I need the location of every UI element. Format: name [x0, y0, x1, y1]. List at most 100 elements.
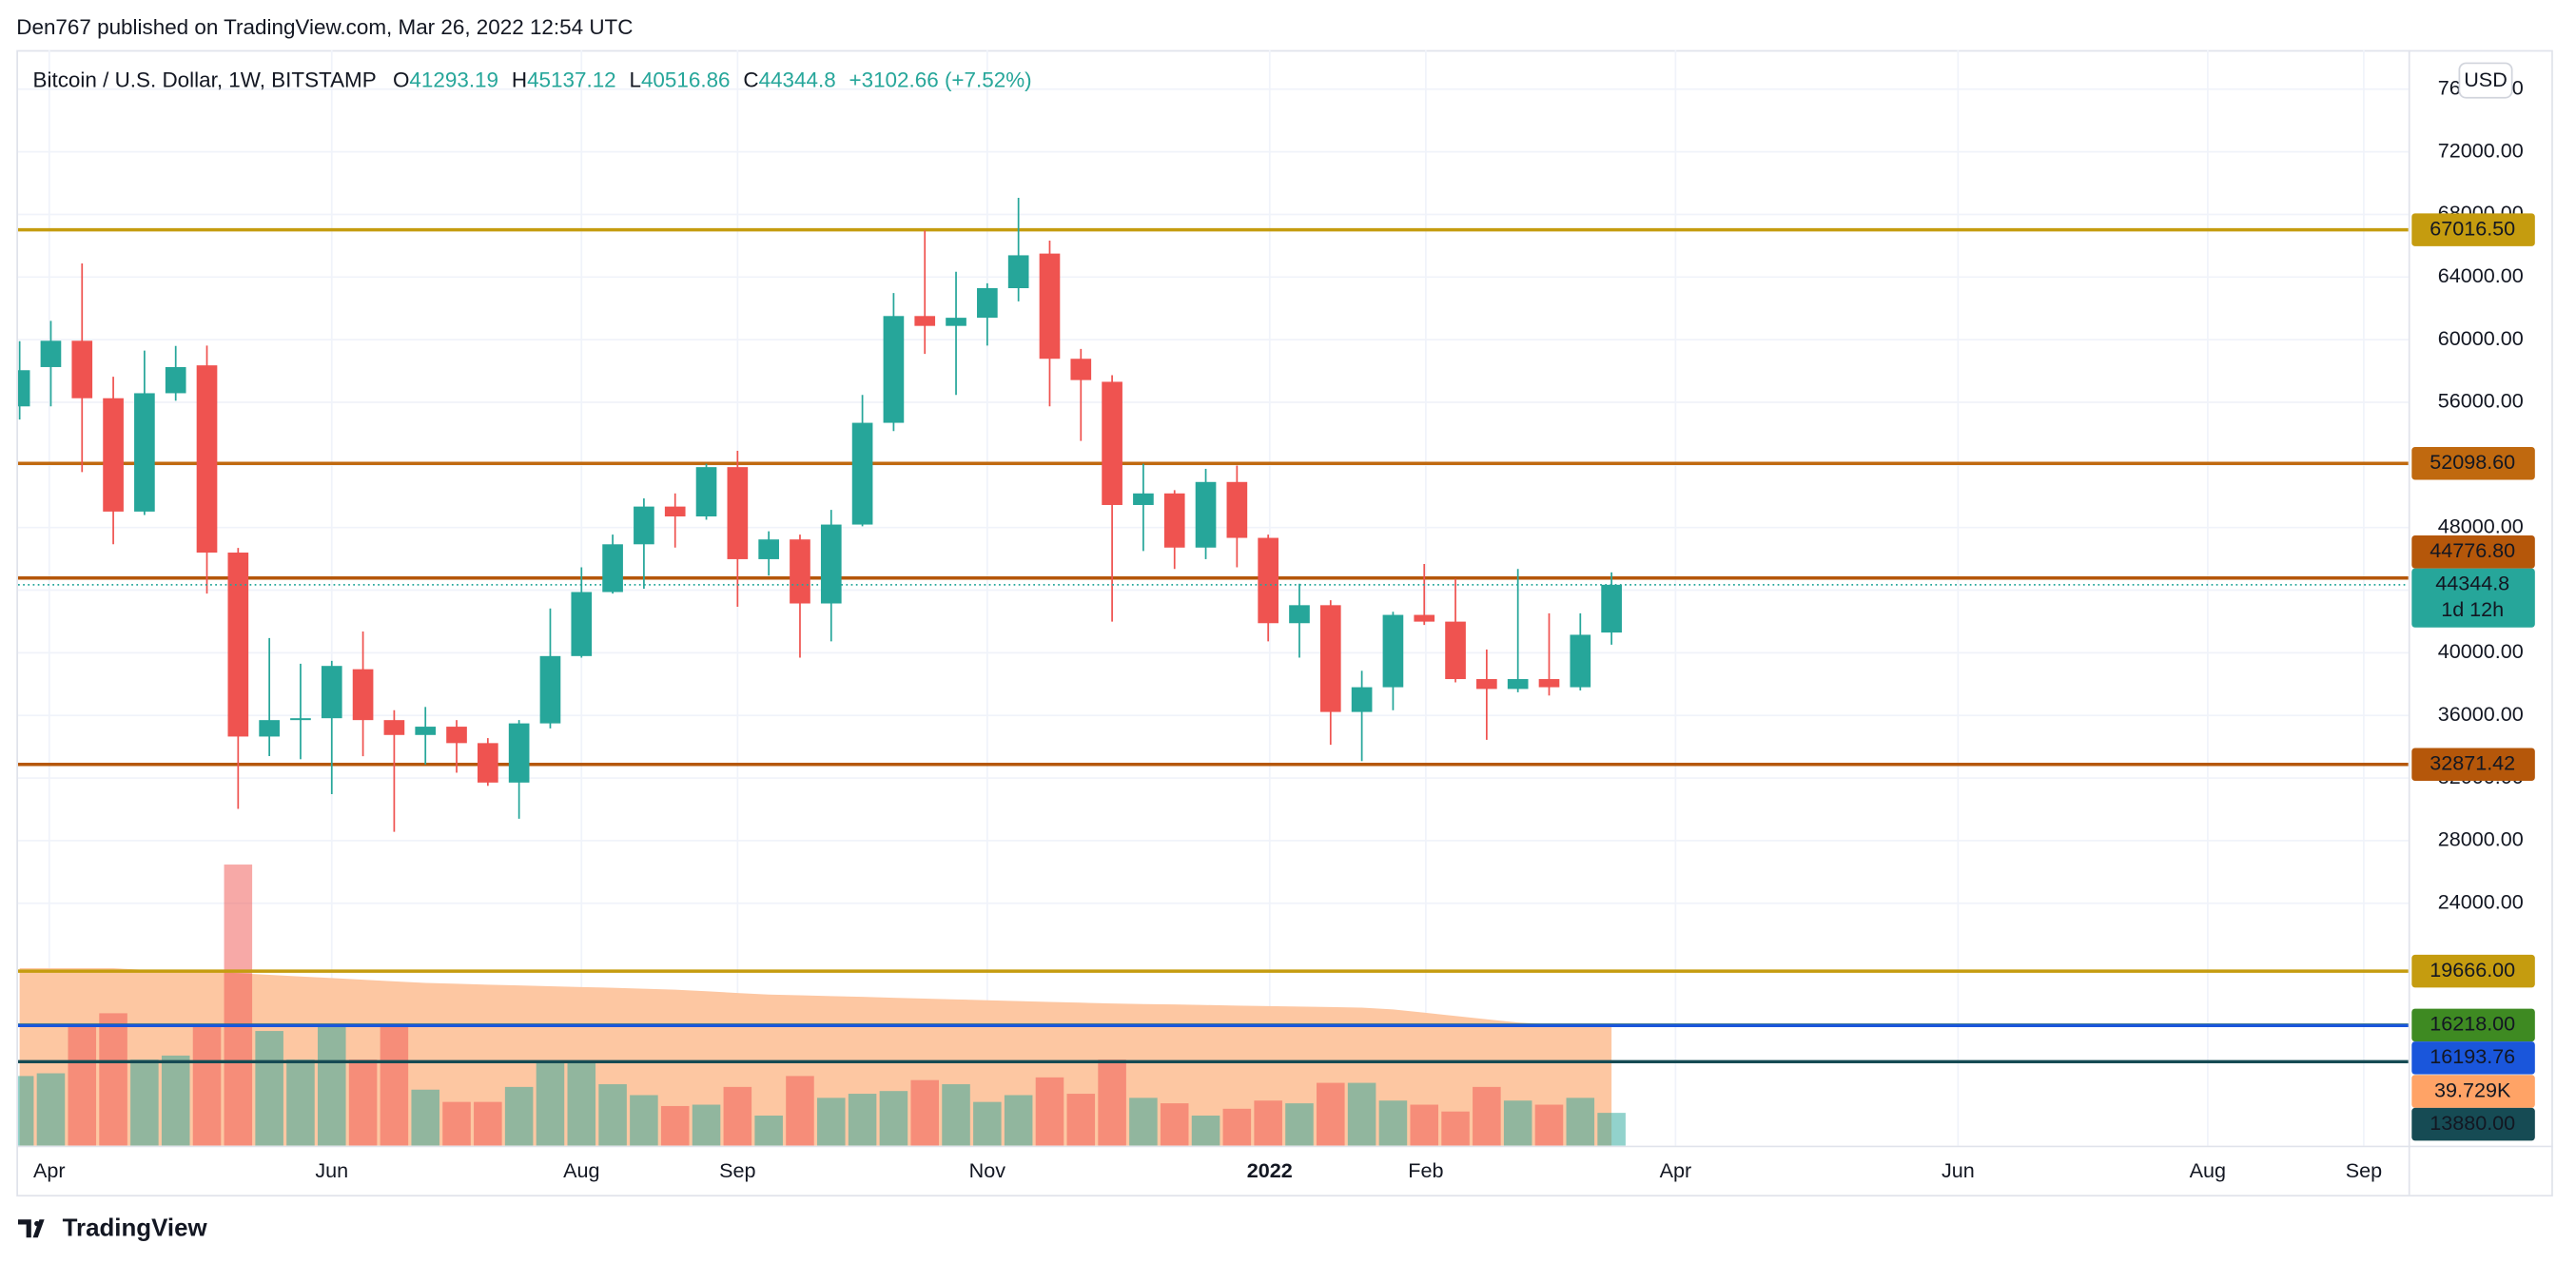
footer-logo: TradingView: [17, 1214, 208, 1241]
candle-body: [1319, 605, 1341, 712]
volume-bar: [1566, 1098, 1595, 1146]
symbol: Bitcoin / U.S. Dollar, 1W, BITSTAMP: [33, 68, 377, 91]
candle-body: [790, 539, 810, 604]
ohlc-value: 45137.12: [527, 68, 616, 91]
price-badge: [2411, 1008, 2535, 1042]
volume-bar: [161, 1055, 190, 1146]
candle-body: [508, 723, 530, 783]
price-badge: [2411, 213, 2535, 246]
price-badge-label: 32871.42: [2430, 750, 2515, 774]
price-badge-label: 44776.80: [2430, 538, 2515, 562]
logo-icon: [17, 1219, 45, 1238]
candle-body: [1258, 537, 1278, 624]
candle-body: [1102, 381, 1122, 505]
volume-bar: [17, 1076, 34, 1146]
volume-bar: [660, 1105, 690, 1146]
candle-body: [1133, 493, 1154, 505]
y-tick-label: 56000.00: [2438, 389, 2524, 413]
volume-bar: [286, 1059, 315, 1146]
candle-body: [321, 666, 342, 719]
volume-bar: [817, 1098, 846, 1146]
change: +3102.66 (+7.52%): [849, 68, 1032, 91]
candle-body: [727, 467, 749, 559]
y-tick-label: 40000.00: [2438, 639, 2524, 663]
candle-body: [1070, 359, 1092, 380]
byline: Den767 published on TradingView.com, Mar…: [16, 15, 633, 39]
candle-body: [1163, 493, 1185, 548]
x-tick-label: Aug: [2190, 1158, 2226, 1182]
candle-body: [602, 544, 623, 593]
candle-body: [17, 370, 30, 407]
price-badge: [2411, 535, 2535, 569]
volume-bar: [1597, 1113, 1626, 1146]
footer-brand: TradingView: [63, 1214, 208, 1241]
x-tick-label: Feb: [1408, 1158, 1443, 1182]
candle-body: [165, 366, 186, 394]
currency-button-label[interactable]: USD: [2464, 68, 2508, 91]
y-tick-label: 28000.00: [2438, 827, 2524, 851]
volume-bar: [1534, 1104, 1564, 1146]
volume-bar: [973, 1101, 1002, 1146]
candle-body: [1414, 614, 1435, 622]
price-badge-label: 16218.00: [2430, 1012, 2515, 1036]
x-tick-label: Sep: [719, 1158, 755, 1182]
candle-body: [478, 743, 498, 783]
price-badge-label: 13880.00: [2430, 1111, 2515, 1135]
candle-body: [1382, 614, 1404, 688]
x-tick-label: Jun: [1942, 1158, 1975, 1182]
price-badge: [2411, 1075, 2535, 1108]
candle-body: [134, 393, 155, 512]
candle-body: [1570, 634, 1591, 688]
price-badge: [2411, 446, 2535, 480]
x-tick-label: Aug: [563, 1158, 599, 1182]
volume-bar: [442, 1101, 471, 1146]
candle-body: [1289, 605, 1310, 624]
y-tick-label: 36000.00: [2438, 702, 2524, 726]
candle-body: [1007, 255, 1029, 288]
volume-bar: [692, 1104, 721, 1146]
volume-bar: [536, 1060, 565, 1146]
x-tick-label: Apr: [33, 1158, 66, 1182]
volume-bar: [1347, 1082, 1376, 1146]
volume-bar: [1222, 1108, 1252, 1146]
volume-bar: [1285, 1103, 1314, 1146]
currency-button-box[interactable]: [2458, 62, 2513, 99]
candle-body: [103, 398, 124, 512]
ohlc-label: C: [743, 68, 758, 91]
ohlc-value: 44344.8: [759, 68, 836, 91]
volume-bar: [1035, 1077, 1064, 1146]
candle-body: [634, 506, 654, 545]
candle-body: [1507, 679, 1529, 690]
candle-body: [1476, 679, 1497, 690]
price-badge-label: 16193.76: [2430, 1044, 2515, 1068]
y-tick-label: 60000.00: [2438, 326, 2524, 350]
x-tick-label: Apr: [1660, 1158, 1692, 1182]
candle-body: [977, 287, 998, 319]
candle-body: [40, 340, 62, 367]
volume-bar: [1503, 1100, 1532, 1146]
y-tick-label: 72000.00: [2438, 138, 2524, 162]
candle-body: [820, 524, 842, 604]
volume-bar: [630, 1095, 658, 1146]
x-tick-label: Nov: [969, 1158, 1006, 1182]
candle-body: [695, 467, 717, 516]
ohlc-label: H: [512, 68, 527, 91]
price-badge: [2411, 954, 2535, 988]
volume-bar: [68, 1025, 97, 1146]
x-tick-label: 2022: [1247, 1158, 1293, 1182]
price-axis: 24000.0028000.0032000.0036000.0040000.00…: [2438, 75, 2524, 913]
currency-button[interactable]: USD: [2458, 62, 2513, 99]
price-badge: [2411, 568, 2535, 628]
price-badge-label: 19666.00: [2430, 958, 2515, 981]
volume-bar: [255, 1031, 283, 1146]
candle-body: [851, 422, 873, 525]
candle-body: [1226, 481, 1248, 538]
price-badges: 44344.81d 12h 39.729K 67016.50 52098.60 4477…: [2411, 213, 2535, 1141]
volume-bar: [1378, 1100, 1408, 1146]
ohlc-value: 41293.19: [409, 68, 498, 91]
price-badge-label: 67016.50: [2430, 216, 2515, 240]
candle-body: [1351, 687, 1373, 712]
volume-bar: [754, 1116, 783, 1146]
price-badge: [2411, 1107, 2535, 1141]
